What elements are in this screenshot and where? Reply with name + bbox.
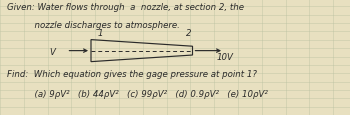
- Text: 1: 1: [98, 29, 104, 38]
- Text: (a) 9ρV²   (b) 44ρV²   (c) 99ρV²   (d) 0.9ρV²   (e) 10ρV²: (a) 9ρV² (b) 44ρV² (c) 99ρV² (d) 0.9ρV² …: [7, 90, 268, 99]
- Text: nozzle discharges to atmosphere.: nozzle discharges to atmosphere.: [7, 21, 180, 30]
- Text: Find:  Which equation gives the gage pressure at point 1?: Find: Which equation gives the gage pres…: [7, 69, 257, 78]
- Text: Given: Water flows through  a  nozzle, at section 2, the: Given: Water flows through a nozzle, at …: [7, 3, 244, 12]
- Text: 10V: 10V: [217, 53, 234, 62]
- Text: 2: 2: [186, 29, 191, 38]
- Text: V: V: [49, 48, 55, 57]
